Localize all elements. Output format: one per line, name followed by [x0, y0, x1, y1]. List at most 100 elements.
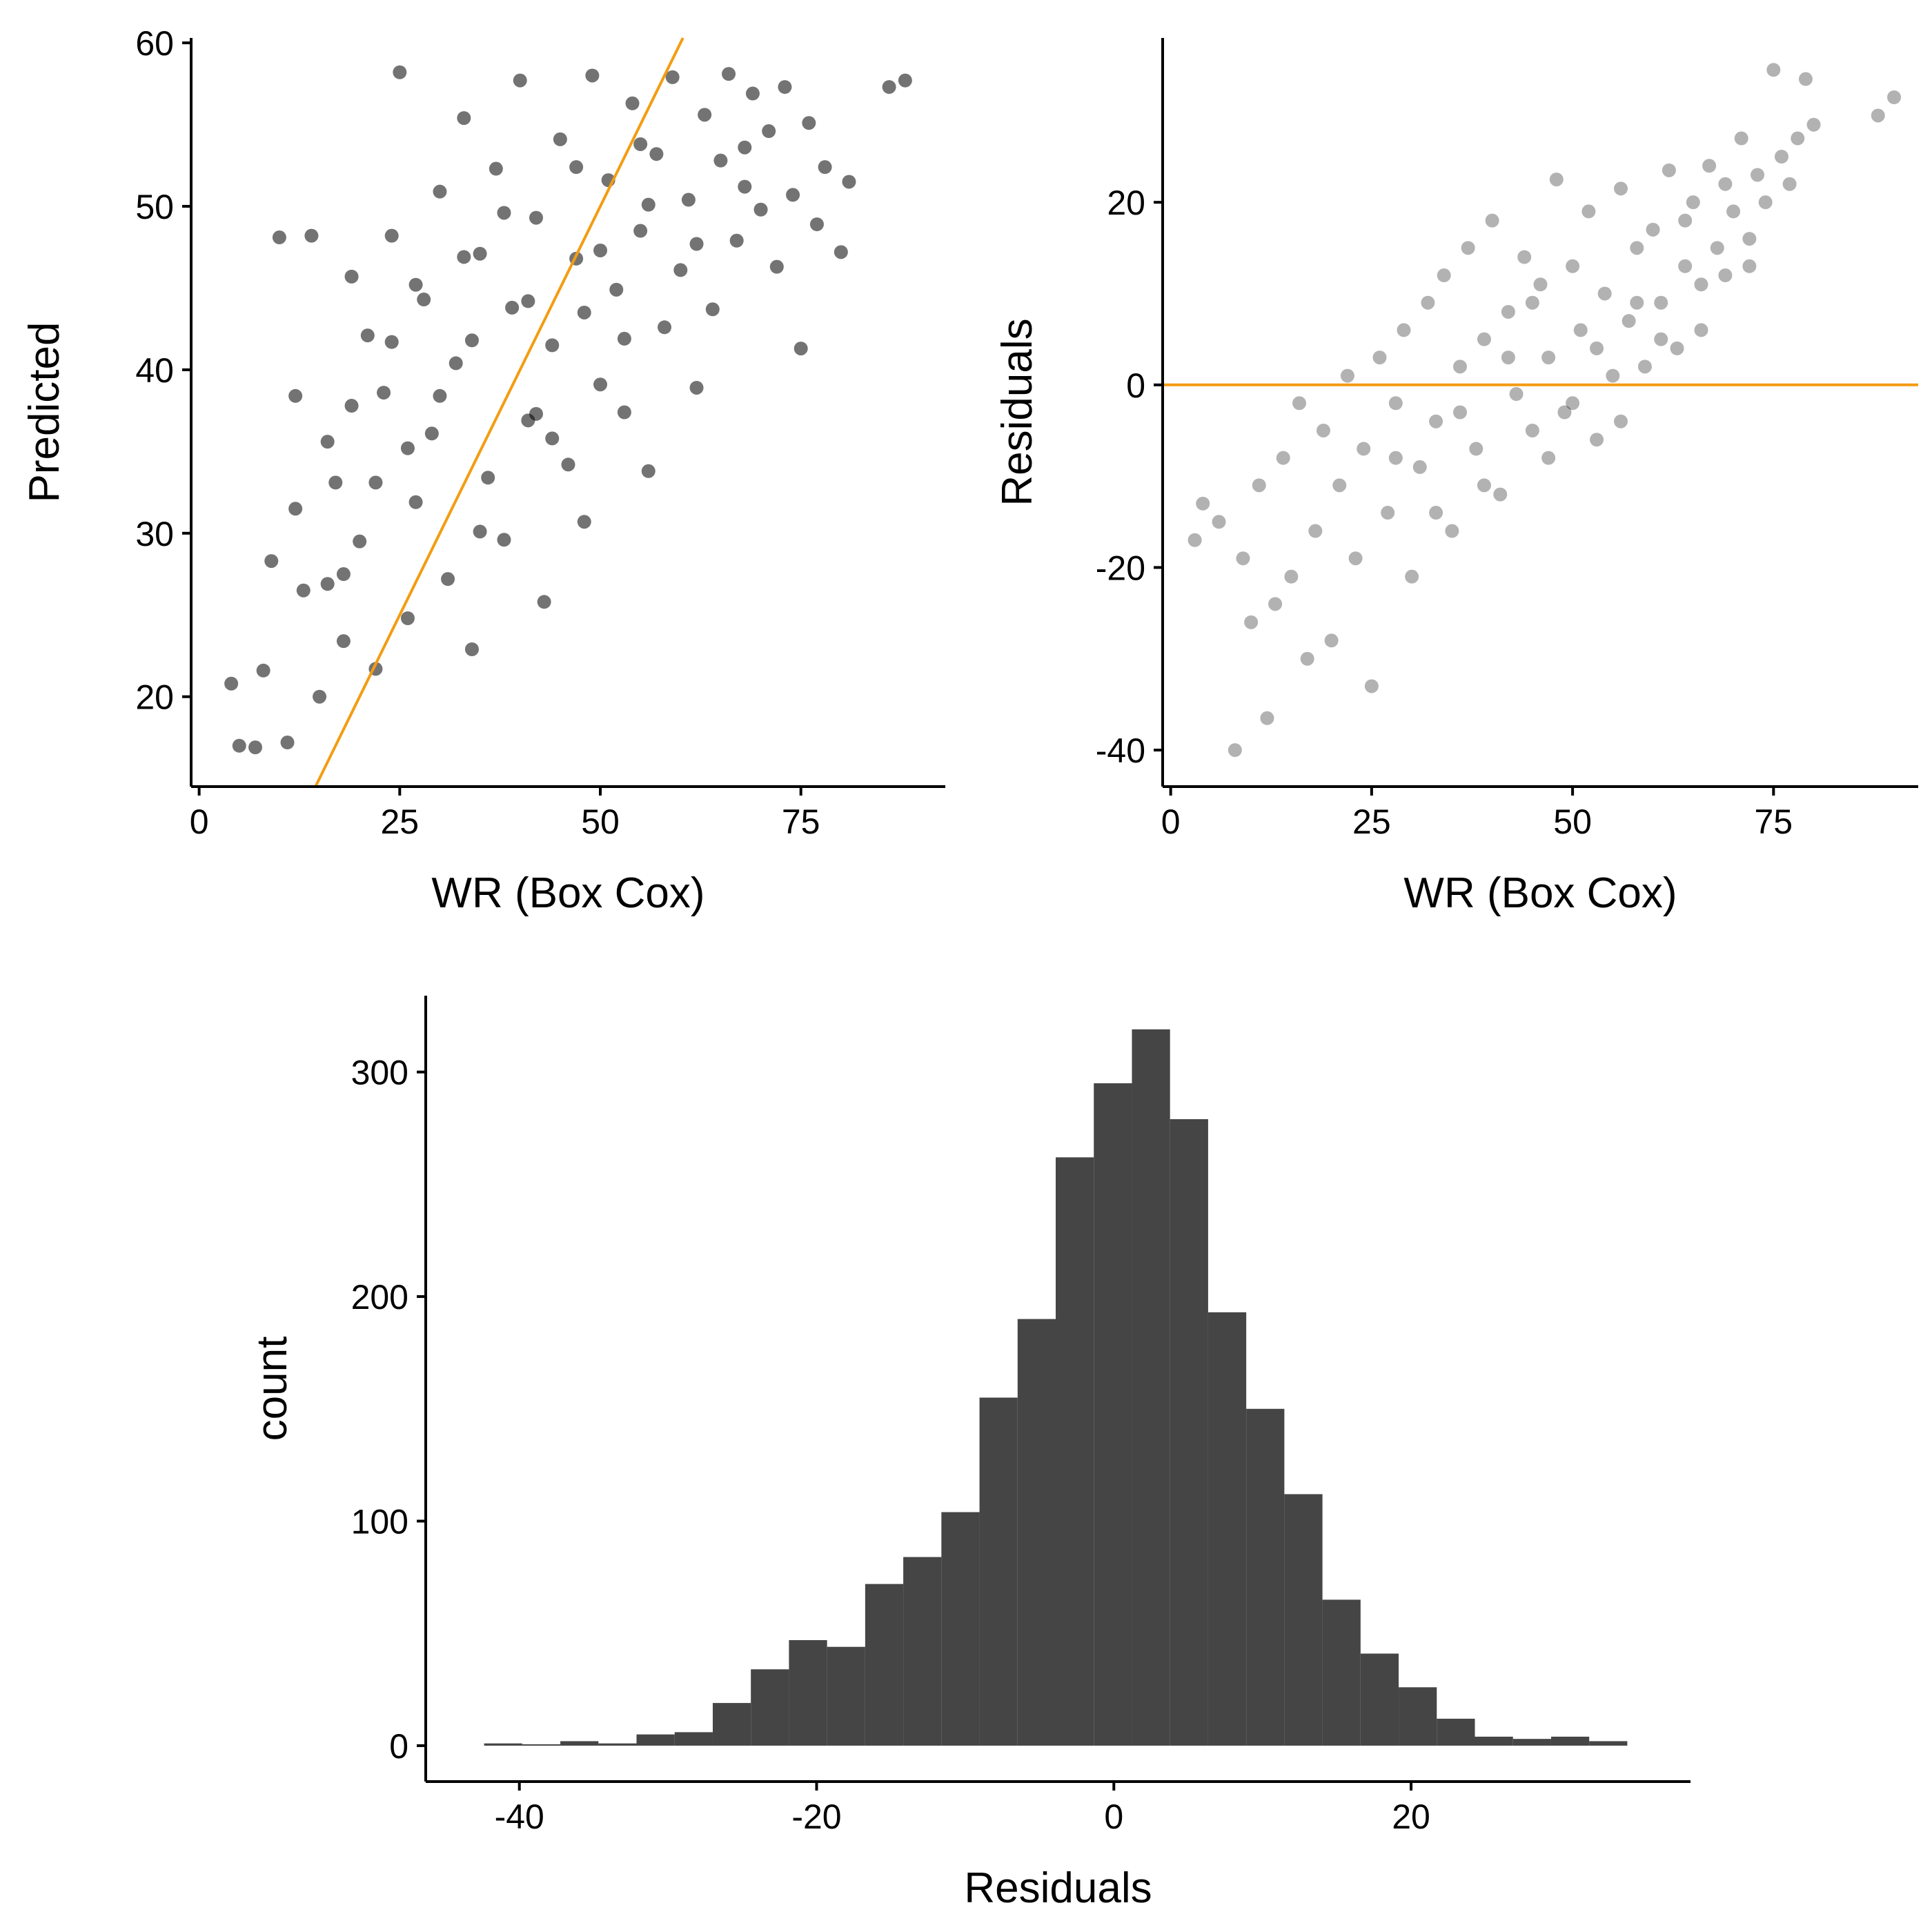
data-point — [1397, 323, 1410, 337]
data-point — [1678, 259, 1692, 273]
data-point — [1799, 72, 1813, 86]
data-point — [345, 270, 359, 284]
data-point — [794, 342, 808, 355]
data-point — [224, 677, 238, 691]
data-point — [1284, 570, 1298, 584]
data-point — [1598, 286, 1612, 300]
data-point — [1445, 524, 1459, 538]
data-point — [1517, 250, 1531, 264]
data-point — [1252, 478, 1266, 492]
y-axis-title: Residuals — [994, 318, 1041, 506]
data-point — [642, 464, 656, 478]
y-tick-label: 20 — [135, 678, 174, 717]
y-tick-label: 60 — [135, 24, 174, 63]
data-point — [368, 475, 382, 489]
data-point — [713, 154, 727, 168]
data-point — [481, 471, 495, 484]
x-tick-label: 20 — [1392, 1797, 1430, 1836]
data-point — [538, 595, 551, 609]
x-tick-label: 25 — [1352, 802, 1391, 841]
data-point — [465, 642, 479, 656]
data-point — [361, 328, 375, 342]
x-tick-label: 50 — [1553, 802, 1592, 841]
data-point — [633, 137, 647, 151]
data-point — [545, 338, 559, 352]
data-point — [1614, 415, 1628, 428]
histogram-bar — [560, 1741, 598, 1746]
data-point — [337, 634, 351, 648]
histogram-bar — [1056, 1157, 1094, 1746]
data-point — [722, 67, 736, 81]
data-point — [1365, 679, 1379, 693]
histogram-bar — [1361, 1654, 1399, 1746]
histogram-bar — [1437, 1719, 1475, 1746]
data-point — [746, 87, 760, 101]
data-point — [1453, 359, 1467, 373]
data-point — [489, 162, 503, 176]
histogram-bar — [1284, 1494, 1322, 1745]
data-point — [762, 124, 776, 138]
data-point — [1574, 323, 1588, 337]
data-point — [1783, 177, 1797, 191]
x-axis-title: WR (Box Cox) — [1403, 869, 1677, 917]
y-axis-title: Predicted — [21, 322, 68, 503]
residuals-vs-observed-panel: 0 25 50 75 -40 -20 0 20 WR (Box Cox) Residuals — [994, 38, 1918, 917]
data-point — [578, 306, 591, 319]
data-point — [304, 229, 318, 243]
data-point — [1622, 314, 1636, 328]
data-point — [585, 68, 599, 82]
data-point — [433, 185, 446, 199]
data-point — [1268, 597, 1282, 611]
data-point — [1670, 342, 1684, 355]
data-point — [1510, 387, 1524, 401]
data-point — [1694, 277, 1708, 291]
data-point — [802, 116, 816, 130]
data-point — [288, 389, 302, 403]
data-point — [898, 74, 912, 88]
x-axis-title: WR (Box Cox) — [431, 869, 704, 917]
data-point — [1630, 241, 1644, 255]
data-point — [1357, 442, 1370, 455]
data-point — [706, 302, 720, 316]
histogram-bar — [1170, 1119, 1208, 1746]
data-point — [385, 335, 399, 349]
data-point — [1244, 615, 1258, 629]
histogram-bar — [941, 1512, 979, 1745]
histogram-bar — [1551, 1737, 1589, 1746]
data-point — [1718, 268, 1732, 282]
data-point — [1381, 506, 1394, 520]
data-point — [1196, 497, 1210, 511]
data-point — [1887, 90, 1901, 104]
histogram-bar — [637, 1735, 675, 1746]
data-point — [409, 278, 423, 292]
y-tick-label: 0 — [1126, 366, 1145, 405]
data-point — [449, 356, 463, 370]
data-point — [473, 524, 487, 538]
data-point — [1581, 204, 1595, 218]
data-point — [1477, 478, 1491, 492]
x-tick-label: 0 — [1161, 802, 1181, 841]
data-point — [1332, 478, 1346, 492]
data-point — [593, 244, 607, 257]
data-point — [1766, 63, 1780, 77]
histogram-bar — [598, 1744, 636, 1746]
data-point — [393, 66, 406, 79]
data-point — [1493, 488, 1507, 502]
data-point — [353, 535, 366, 549]
data-point — [529, 407, 543, 421]
data-point — [337, 567, 351, 581]
histogram-bar — [1132, 1029, 1170, 1746]
scatter-points — [1188, 63, 1901, 757]
data-point — [441, 572, 455, 586]
data-point — [1349, 551, 1363, 565]
histogram-bar — [865, 1584, 903, 1746]
data-point — [626, 97, 640, 110]
data-point — [1453, 406, 1467, 420]
data-point — [1477, 333, 1491, 346]
histogram-bar — [1589, 1741, 1627, 1746]
data-point — [1429, 415, 1443, 428]
x-tick-label: 75 — [1755, 802, 1793, 841]
residual-histogram-panel: -40 -20 0 200100200300 Residuals count — [248, 996, 1690, 1912]
data-point — [513, 74, 527, 88]
data-point — [690, 237, 704, 250]
